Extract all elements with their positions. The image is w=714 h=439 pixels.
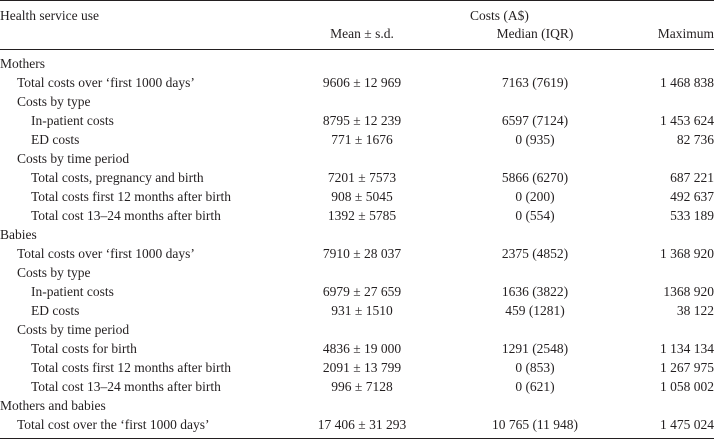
header-mean: Mean ± s.d. [330, 26, 394, 41]
row-label: Total costs first 12 months after birth [31, 189, 232, 204]
mean-value: 17 406 ± 31 293 [317, 417, 407, 432]
section-heading: Mothers [0, 56, 45, 71]
mean-value: 7201 ± 7573 [327, 170, 397, 185]
median-value: 0 (554) [515, 208, 555, 223]
maximum-value: 1 058 002 [660, 379, 714, 394]
median-value: 5866 (6270) [501, 170, 569, 185]
row-label: Total costs over ‘first 1000 days’ [17, 246, 195, 261]
section-heading: Mothers and babies [0, 398, 106, 413]
mean-value: 7910 ± 28 037 [322, 246, 402, 261]
maximum-value: 492 637 [670, 189, 714, 204]
row-label: Total costs for birth [31, 341, 137, 356]
median-value: 1291 (2548) [501, 341, 569, 356]
section-heading: Babies [0, 227, 37, 242]
mean-value: 1392 ± 5785 [327, 208, 397, 223]
median-value: 6597 (7124) [501, 113, 569, 128]
mean-value: 4836 ± 19 000 [322, 341, 402, 356]
subsection-heading: Costs by time period [17, 151, 130, 166]
median-value: 0 (853) [515, 360, 555, 375]
header-maximum: Maximum [657, 26, 714, 41]
mean-value: 931 ± 1510 [331, 303, 393, 318]
mean-value: 2091 ± 13 799 [322, 360, 402, 375]
maximum-value: 82 736 [676, 132, 714, 147]
maximum-value: 1 453 624 [660, 113, 714, 128]
maximum-value: 1 368 920 [660, 246, 714, 261]
maximum-value: 1 134 134 [660, 341, 714, 356]
mean-value: 8795 ± 12 239 [322, 113, 402, 128]
maximum-value: 533 189 [670, 208, 714, 223]
top-rule [0, 0, 714, 1]
mean-value: 6979 ± 27 659 [322, 284, 402, 299]
header-median: Median (IQR) [496, 26, 574, 41]
median-value: 0 (621) [515, 379, 555, 394]
mean-value: 996 ± 7128 [331, 379, 393, 394]
subsection-heading: Costs by type [17, 94, 91, 109]
median-value: 2375 (4852) [501, 246, 569, 261]
row-label: Total costs, pregnancy and birth [31, 170, 204, 185]
maximum-value: 1368 920 [663, 284, 714, 299]
mean-value: 771 ± 1676 [331, 132, 393, 147]
header-costs: Costs (A$) [470, 8, 529, 23]
header-rule [0, 49, 714, 50]
mean-value: 908 ± 5045 [331, 189, 393, 204]
maximum-value: 1 475 024 [660, 417, 714, 432]
row-label: In-patient costs [31, 113, 114, 128]
median-value: 459 (1281) [505, 303, 565, 318]
mean-value: 9606 ± 12 969 [322, 75, 402, 90]
subsection-heading: Costs by type [17, 265, 91, 280]
subsection-heading: Costs by time period [17, 322, 130, 337]
row-label: Total costs first 12 months after birth [31, 360, 232, 375]
row-label: Total cost 13–24 months after birth [31, 379, 221, 394]
maximum-value: 687 221 [670, 170, 714, 185]
median-value: 0 (935) [515, 132, 555, 147]
median-value: 10 765 (11 948) [491, 417, 579, 432]
maximum-value: 38 122 [676, 303, 714, 318]
row-label: In-patient costs [31, 284, 114, 299]
maximum-value: 1 267 975 [660, 360, 714, 375]
row-label: ED costs [31, 303, 80, 318]
median-value: 0 (200) [515, 189, 555, 204]
median-value: 1636 (3822) [501, 284, 569, 299]
median-value: 7163 (7619) [501, 75, 569, 90]
row-label: Total cost over the ‘first 1000 days’ [17, 417, 210, 432]
header-health-service-use: Health service use [0, 8, 99, 23]
row-label: Total costs over ‘first 1000 days’ [17, 75, 195, 90]
maximum-value: 1 468 838 [660, 75, 714, 90]
row-label: ED costs [31, 132, 80, 147]
row-label: Total cost 13–24 months after birth [31, 208, 221, 223]
